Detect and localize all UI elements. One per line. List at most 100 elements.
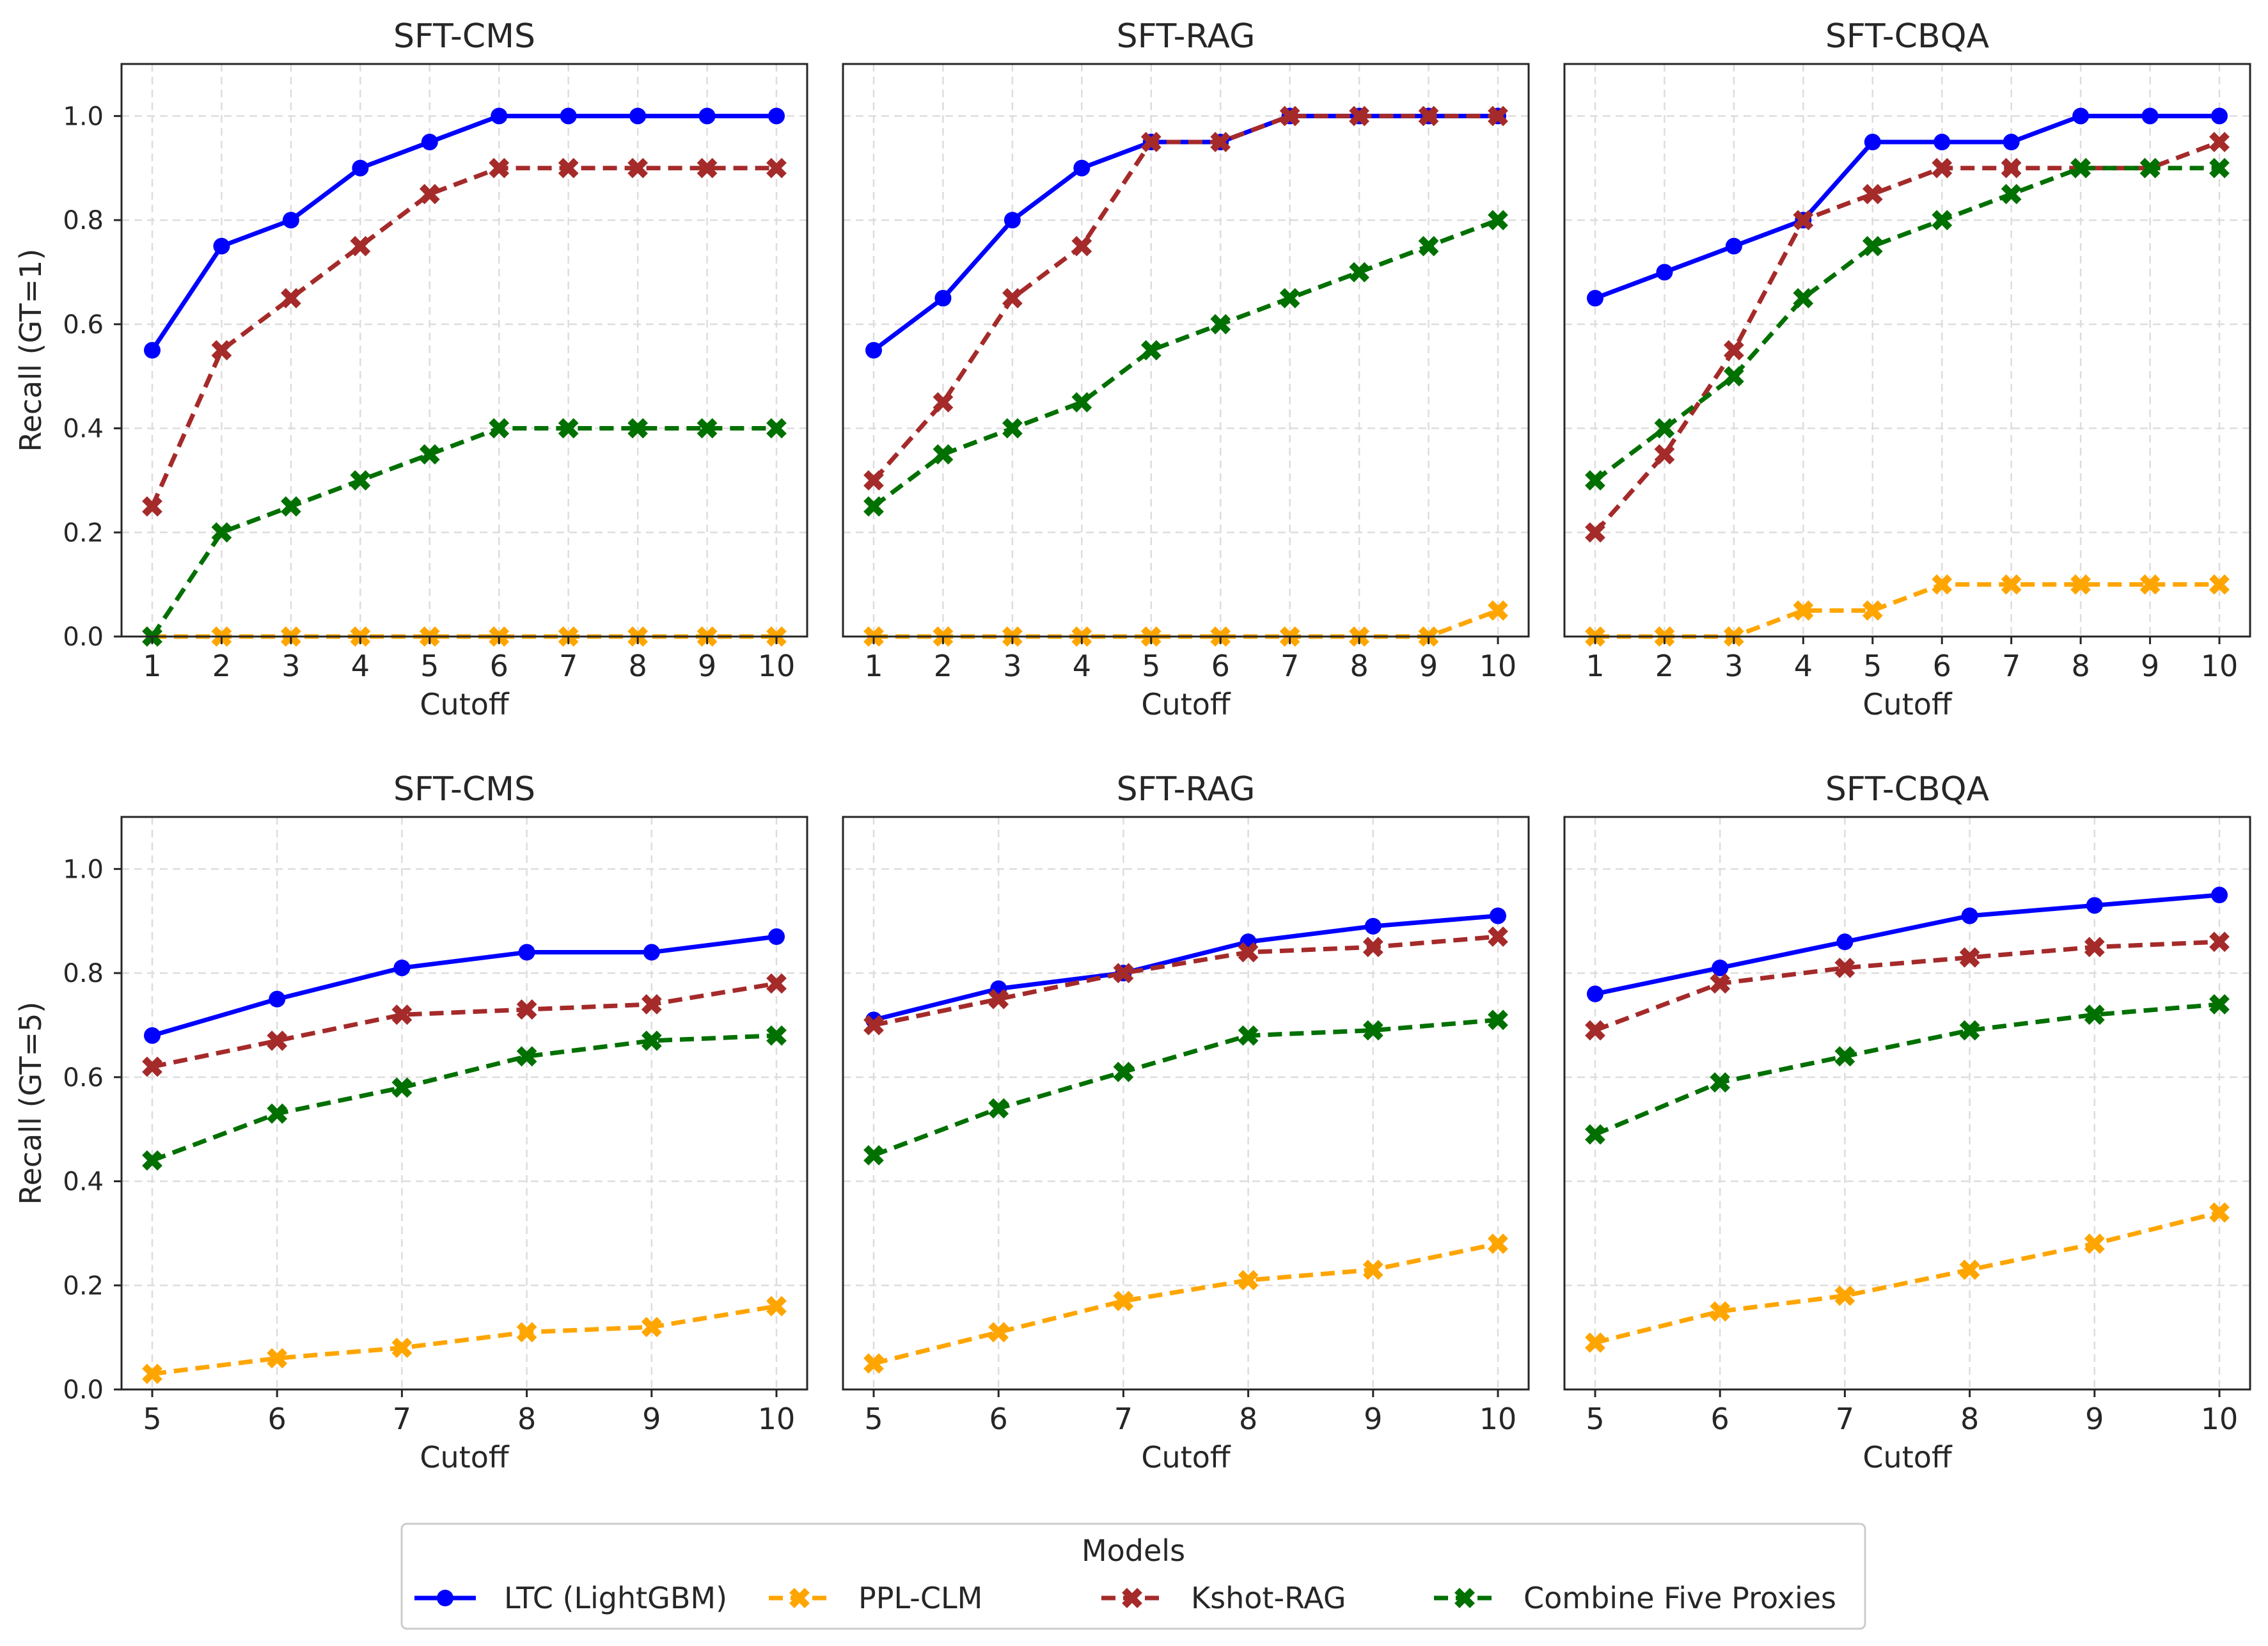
panel-3: 1 2 3 4 5 6 7 8 9 10 SFT-CBQA Cutoff: [1563, 17, 2251, 722]
x-tick-label: 7: [1280, 649, 1299, 683]
x-tick-label: 6: [490, 649, 508, 683]
data-point-combine-five-proxies: [1959, 1020, 1980, 1041]
x-tick-label: 4: [351, 649, 370, 683]
data-point-ltc-lightgbm: [768, 928, 785, 946]
data-point-combine-five-proxies: [988, 1098, 1009, 1119]
series-line-kshot-rag: [1594, 939, 2220, 1033]
x-tick-label: 9: [1364, 1402, 1382, 1436]
data-point-ltc-lightgbm: [560, 107, 577, 125]
data-point-ltc-lightgbm: [1836, 933, 1854, 951]
data-point-kshot-rag: [697, 157, 718, 178]
data-point-kshot-rag: [1932, 157, 1953, 178]
series-combine-five-proxies: [863, 1009, 1508, 1166]
series-line-kshot-rag: [152, 981, 777, 1069]
data-point-combine-five-proxies: [2001, 184, 2022, 205]
data-point-kshot-rag: [142, 1056, 162, 1077]
series-line-ppl-clm: [1595, 1210, 2220, 1345]
data-point-kshot-rag: [350, 235, 371, 257]
x-tick-label: 8: [1960, 1402, 1979, 1436]
legend-title: Models: [1082, 1533, 1185, 1568]
panel-2: 1 2 3 4 5 6 7 8 9 10 SFT-RAG Cutoff: [842, 17, 1530, 722]
y-tick-label: 0.6: [63, 1063, 104, 1093]
data-point-combine-five-proxies: [766, 418, 787, 439]
data-point-ppl-clm: [1585, 1332, 1605, 1353]
data-point-combine-five-proxies: [766, 1025, 787, 1046]
x-tick-label: 7: [2002, 649, 2020, 683]
x-tick-label: 7: [1114, 1402, 1133, 1436]
x-tick-label: 10: [1479, 1402, 1517, 1436]
x-tick-label: 1: [864, 649, 883, 683]
data-point-ltc-lightgbm: [1587, 290, 1603, 307]
data-point-ltc-lightgbm: [1864, 134, 1881, 151]
x-tick-label: 10: [2201, 1402, 2239, 1436]
x-tick-label: 3: [281, 649, 300, 683]
data-point-ppl-clm: [1362, 1259, 1383, 1280]
data-point-kshot-rag: [558, 157, 579, 178]
series-line-ppl-clm: [874, 608, 1499, 639]
data-point-ppl-clm: [1932, 574, 1953, 595]
x-tick-label: 5: [1863, 649, 1882, 683]
data-point-combine-five-proxies: [2084, 1004, 2105, 1025]
data-point-ltc-lightgbm: [2003, 134, 2020, 151]
y-axis-label: Recall (GT=1): [13, 249, 48, 452]
data-point-ltc-lightgbm: [1073, 159, 1091, 177]
data-point-kshot-rag: [391, 1004, 413, 1025]
legend-entry-combine-five-proxies: Combine Five Proxies: [1434, 1581, 1836, 1615]
data-point-ppl-clm: [2084, 1233, 2105, 1254]
series-ltc-lightgbm: [865, 107, 1506, 359]
series-kshot-rag: [1585, 931, 2230, 1041]
data-point-kshot-rag: [419, 184, 440, 205]
x-tick-label: 8: [2071, 649, 2090, 683]
data-point-combine-five-proxies: [267, 1103, 288, 1124]
y-tick-label: 1.0: [63, 102, 104, 131]
axes-frame: [120, 816, 808, 1391]
data-point-ltc-lightgbm: [2072, 107, 2090, 125]
data-point-combine-five-proxies: [1279, 288, 1300, 309]
series-kshot-rag: [142, 973, 787, 1077]
data-point-ltc-lightgbm: [865, 342, 882, 359]
data-point-combine-five-proxies: [1710, 1072, 1731, 1093]
x-tick-label: 6: [989, 1402, 1008, 1436]
x-tick-label: 10: [2201, 649, 2239, 683]
data-point-ltc-lightgbm: [144, 342, 161, 359]
panel-4: 5 6 7 8 9 10 0.0 0.2 0.4 0.6 0.8 1.0 SFT-CMS Cutoff Re…: [13, 770, 808, 1475]
data-point-kshot-rag: [933, 392, 954, 413]
axes-frame: [1563, 63, 2251, 638]
legend-marker: [1454, 1588, 1475, 1608]
panel-1: 1 2 3 4 5 6 7 8 9 10 0.0 0.2 0.4 0.6 0.8 1.0 SFT-CMS Cuto…: [13, 17, 808, 722]
x-tick-label: 9: [642, 1402, 661, 1436]
data-point-combine-five-proxies: [2209, 994, 2230, 1015]
data-point-combine-five-proxies: [1654, 418, 1675, 439]
data-point-ltc-lightgbm: [1490, 907, 1506, 924]
y-tick-label: 0.2: [63, 1271, 104, 1301]
data-point-combine-five-proxies: [1349, 262, 1369, 283]
data-point-combine-five-proxies: [1488, 210, 1508, 230]
data-point-kshot-rag: [1834, 958, 1855, 978]
data-point-kshot-rag: [1418, 106, 1439, 127]
data-point-combine-five-proxies: [1002, 418, 1023, 439]
x-tick-label: 10: [1479, 649, 1517, 683]
data-point-kshot-rag: [1002, 288, 1023, 309]
x-tick-label: 2: [1655, 649, 1674, 683]
data-point-ppl-clm: [2209, 574, 2230, 595]
x-tick-label: 9: [1419, 649, 1438, 683]
legend-entry-kshot-rag: Kshot-RAG: [1101, 1581, 1346, 1615]
x-tick-label: 4: [1073, 649, 1091, 683]
x-axis-label: Cutoff: [1141, 687, 1231, 722]
data-point-ppl-clm: [1959, 1259, 1980, 1280]
series-line-kshot-rag: [873, 934, 1499, 1027]
data-point-kshot-rag: [1585, 522, 1605, 543]
data-point-kshot-rag: [1349, 106, 1369, 127]
data-point-kshot-rag: [2001, 157, 2022, 178]
data-point-ltc-lightgbm: [1587, 985, 1603, 1002]
data-point-kshot-rag: [516, 999, 537, 1020]
legend-marker: [1122, 1588, 1142, 1608]
data-point-ltc-lightgbm: [1961, 907, 1978, 924]
data-point-ltc-lightgbm: [213, 237, 230, 255]
data-point-kshot-rag: [1654, 444, 1675, 465]
data-point-combine-five-proxies: [697, 418, 718, 439]
data-point-ltc-lightgbm: [1364, 917, 1382, 935]
data-point-combine-five-proxies: [863, 496, 884, 517]
y-tick-label: 0.8: [63, 959, 104, 988]
series-line-ltc-lightgbm: [1595, 892, 2220, 997]
